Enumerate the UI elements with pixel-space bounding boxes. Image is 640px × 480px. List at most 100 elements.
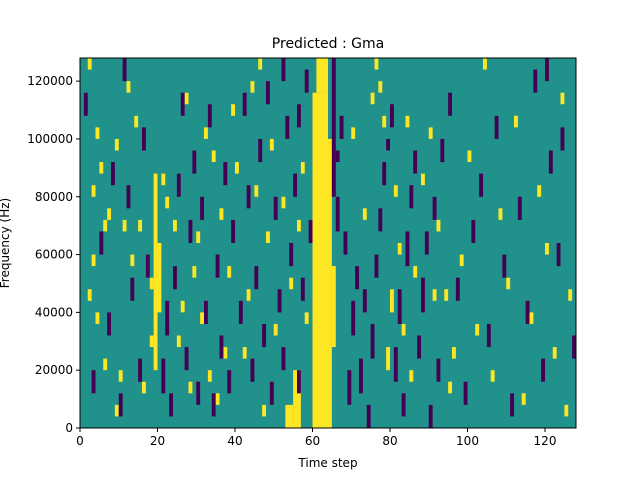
high-cell-78 — [483, 58, 487, 70]
high-cell-72 — [436, 219, 441, 232]
low-cell-55 — [126, 185, 131, 209]
low-cell-33 — [471, 219, 476, 244]
low-cell-83 — [254, 266, 259, 290]
low-cell-98 — [297, 104, 301, 128]
high-cell-82 — [514, 115, 518, 128]
high-cell-76 — [467, 150, 472, 163]
low-cell-59 — [145, 254, 150, 278]
high-cell-50 — [262, 404, 267, 417]
high-cell-95 — [269, 138, 274, 151]
high-cell-4 — [328, 138, 332, 428]
high-cell-85 — [537, 185, 542, 197]
high-cell-97 — [378, 81, 383, 93]
low-cell-62 — [169, 393, 174, 417]
high-cell-15 — [95, 312, 100, 324]
high-cell-73 — [444, 289, 449, 301]
chart-title: Predicted : Gma — [272, 36, 384, 52]
high-cell-25 — [122, 219, 127, 232]
low-cell-27 — [432, 196, 437, 220]
high-cell-41 — [215, 393, 220, 405]
low-cell-25 — [424, 231, 429, 255]
high-cell-74 — [452, 347, 456, 359]
low-cell-91 — [285, 115, 290, 139]
low-cell-47 — [545, 58, 549, 82]
low-cell-6 — [351, 300, 356, 336]
low-cell-56 — [130, 277, 135, 301]
y-axis-label: Frequency (Hz) — [0, 198, 12, 289]
high-cell-83 — [521, 393, 526, 405]
low-cell-57 — [138, 358, 143, 382]
high-cell-47 — [242, 347, 247, 359]
y-tick-label: 120000 — [27, 74, 73, 88]
y-tick-label: 80000 — [35, 190, 73, 204]
low-cell-23 — [417, 335, 422, 359]
low-cell-61 — [165, 300, 170, 336]
low-cell-37 — [502, 254, 507, 278]
high-cell-53 — [281, 196, 286, 209]
high-cell-23 — [114, 138, 119, 151]
high-cell-57 — [300, 162, 305, 174]
low-cell-17 — [393, 347, 398, 382]
low-cell-41 — [533, 69, 538, 93]
high-cell-63 — [382, 115, 387, 128]
high-cell-16 — [87, 289, 92, 301]
low-cell-53 — [118, 393, 123, 417]
low-cell-11 — [370, 323, 375, 359]
high-cell-90 — [564, 404, 569, 417]
low-cell-49 — [91, 370, 96, 394]
x-tick-label: 0 — [76, 434, 84, 448]
high-cell-49 — [254, 185, 259, 197]
high-cell-56 — [304, 312, 309, 324]
low-cell-13 — [378, 208, 383, 232]
low-cell-85 — [262, 323, 267, 348]
high-cell-100 — [448, 381, 453, 394]
low-cell-97 — [308, 219, 313, 244]
high-cell-92 — [204, 127, 208, 139]
plot-area — [79, 57, 577, 429]
y-tick-label: 60000 — [35, 248, 73, 262]
high-intensity-cells — [87, 58, 573, 429]
high-cell-44 — [219, 208, 224, 220]
y-tick-label: 100000 — [27, 132, 73, 146]
low-cell-52 — [111, 162, 115, 186]
high-cell-86 — [545, 243, 549, 255]
high-cell-80 — [498, 208, 503, 220]
low-cell-71 — [204, 300, 208, 324]
high-cell-91 — [184, 92, 189, 105]
low-cell-18 — [397, 289, 402, 324]
high-cell-71 — [428, 127, 433, 139]
high-cell-6 — [316, 58, 329, 93]
low-cell-82 — [250, 358, 255, 382]
low-cell-12 — [374, 254, 379, 278]
low-cell-81 — [246, 185, 251, 209]
high-cell-2 — [285, 404, 294, 429]
x-tick-label: 80 — [382, 434, 397, 448]
high-cell-52 — [273, 323, 278, 336]
low-intensity-cells — [83, 58, 577, 429]
high-cell-79 — [490, 370, 495, 382]
high-cell-35 — [176, 335, 181, 348]
high-cell-40 — [207, 370, 212, 382]
high-cell-5 — [331, 266, 336, 348]
low-cell-94 — [297, 370, 301, 394]
low-cell-7 — [355, 266, 360, 290]
high-cell-33 — [173, 219, 177, 232]
high-cell-32 — [165, 196, 170, 209]
high-cell-94 — [250, 81, 255, 93]
low-cell-73 — [211, 393, 216, 417]
high-cell-39 — [200, 312, 205, 324]
high-cell-58 — [258, 58, 263, 70]
low-cell-63 — [173, 266, 177, 290]
low-cell-35 — [486, 323, 491, 348]
high-cell-14 — [91, 254, 96, 267]
low-cell-96 — [304, 69, 309, 93]
high-cell-11 — [87, 58, 92, 70]
low-cell-45 — [572, 335, 577, 359]
high-cell-59 — [351, 127, 356, 139]
high-cell-61 — [370, 92, 375, 105]
high-cell-42 — [223, 347, 228, 359]
y-tick-label: 20000 — [35, 363, 73, 377]
low-cell-31 — [455, 277, 460, 301]
low-cell-77 — [227, 370, 232, 394]
